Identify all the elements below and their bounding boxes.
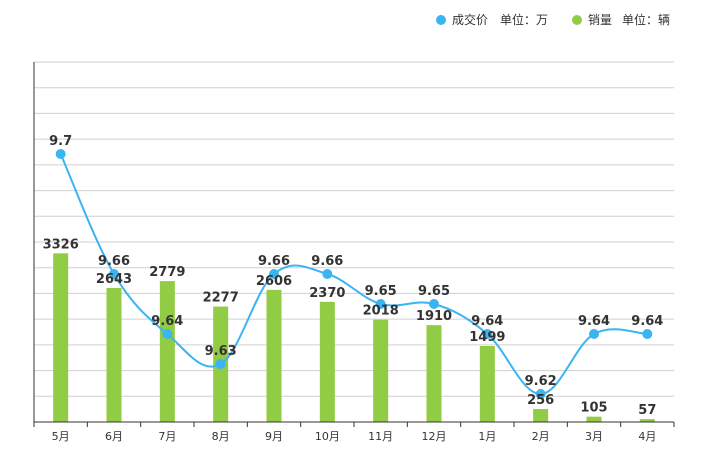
sales-bar[interactable] [426, 325, 442, 422]
x-tick-label: 7月 [158, 430, 176, 443]
price-value-label: 9.64 [151, 314, 183, 329]
price-point[interactable] [482, 329, 493, 339]
sales-bar[interactable] [586, 416, 602, 422]
sales-value-label: 57 [638, 403, 656, 418]
legend[interactable]: 成交价 单位：万 销量 单位：辆 [436, 12, 670, 27]
sales-bar[interactable] [319, 301, 335, 422]
x-tick-label: 10月 [315, 430, 340, 443]
price-point[interactable] [215, 359, 226, 369]
price-value-label: 9.65 [365, 284, 397, 299]
sales-bar[interactable] [53, 253, 69, 422]
price-value-label: 9.64 [578, 314, 610, 329]
price-point[interactable] [642, 329, 653, 339]
price-value-label: 9.62 [525, 374, 557, 389]
sales-bar[interactable] [479, 345, 495, 422]
x-tick-label: 8月 [212, 430, 230, 443]
legend-price-name: 成交价 [452, 12, 488, 27]
sales-bars [53, 253, 655, 422]
sales-value-label: 2643 [96, 272, 132, 287]
price-point[interactable] [162, 329, 173, 339]
sales-bar[interactable] [373, 319, 389, 422]
legend-sales-unit: 单位：辆 [622, 12, 670, 27]
price-value-label: 9.66 [258, 254, 290, 269]
x-tick-label: 9月 [265, 430, 283, 443]
sales-value-label: 2606 [256, 274, 292, 289]
sales-value-label: 105 [580, 401, 607, 416]
axes: 5月 6月 7月 8月 9月 10月 11月 12月 1月 2月 3月 4月 [33, 62, 675, 443]
sales-bar[interactable] [639, 419, 655, 422]
sales-bar[interactable] [159, 281, 175, 422]
legend-sales-name: 销量 [588, 13, 612, 27]
sales-value-label: 1910 [416, 309, 452, 324]
sales-value-label: 2277 [203, 291, 239, 306]
sales-value-label: 2779 [149, 265, 185, 280]
price-point[interactable] [535, 389, 546, 399]
sales-value-label: 256 [527, 393, 554, 408]
price-value-label: 9.66 [311, 254, 343, 269]
sales-bar[interactable] [106, 287, 122, 422]
price-line [55, 149, 653, 399]
price-value-label: 9.64 [631, 314, 663, 329]
price-value-label: 9.65 [418, 284, 450, 299]
x-tick-label: 6月 [105, 430, 123, 443]
x-tick-label: 3月 [585, 430, 603, 443]
legend-price-unit: 单位：万 [500, 12, 548, 27]
price-value-label: 9.66 [98, 254, 130, 269]
x-tick-label: 12月 [422, 430, 447, 443]
x-tick-label: 4月 [638, 430, 656, 443]
price-point[interactable] [109, 269, 119, 279]
sales-bar[interactable] [533, 409, 549, 422]
price-value-label: 9.7 [49, 134, 72, 149]
price-value-label: 9.63 [205, 344, 237, 359]
price-point[interactable] [322, 269, 333, 279]
price-point[interactable] [375, 299, 386, 309]
legend-sales-marker [572, 15, 582, 25]
legend-price-marker [436, 15, 446, 25]
price-point[interactable] [55, 149, 66, 159]
sales-value-label: 2018 [363, 304, 399, 319]
sales-value-label: 2370 [309, 286, 345, 301]
x-tick-label: 1月 [478, 430, 496, 443]
price-point[interactable] [269, 269, 279, 279]
x-tick-label: 11月 [368, 430, 393, 443]
x-tick-label: 5月 [52, 430, 70, 443]
price-point[interactable] [429, 299, 439, 309]
x-tick-label: 2月 [532, 430, 550, 443]
price-point[interactable] [589, 329, 599, 339]
grid-lines [34, 61, 674, 423]
price-value-label: 9.64 [471, 314, 503, 329]
sales-value-label: 1499 [469, 330, 505, 345]
value-labels: 3326 2643 2779 2277 2606 2370 2018 1910 1499 256 1… [43, 134, 664, 418]
sales-bar[interactable] [266, 289, 282, 422]
sales-value-label: 3326 [43, 237, 79, 252]
